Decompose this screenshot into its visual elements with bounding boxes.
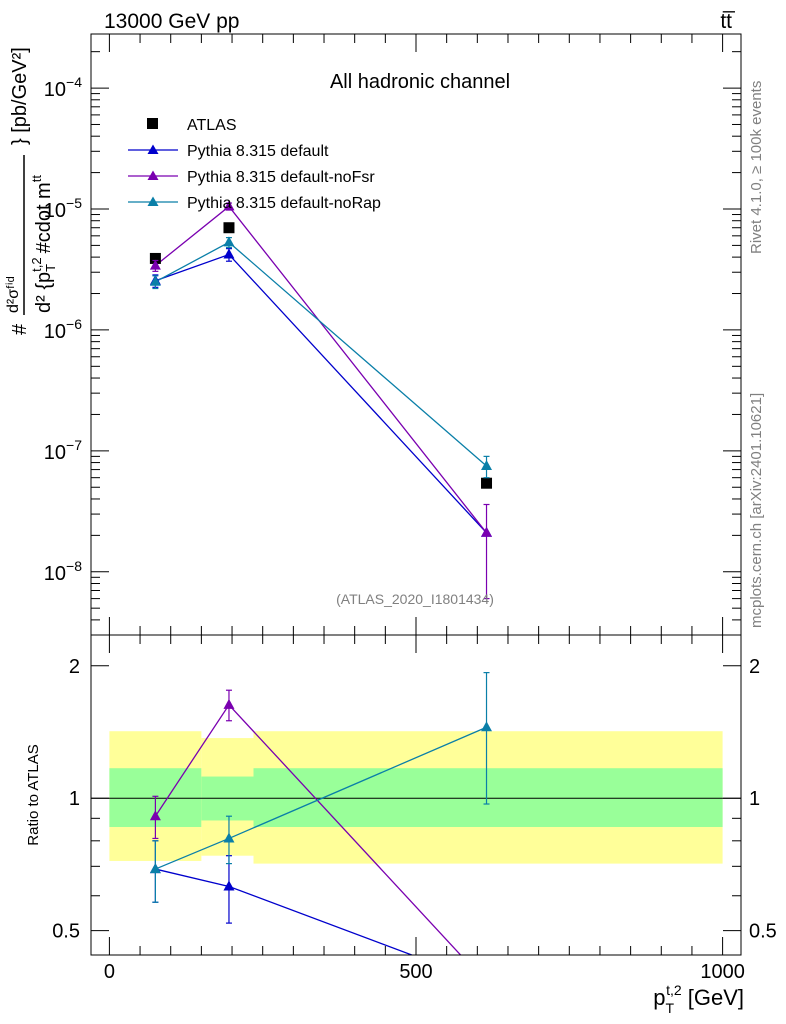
mcplots-label: mcplots.cern.ch [arXiv:2401.10621]: [748, 393, 765, 628]
x-tick-label: 0: [104, 961, 115, 983]
y-label-denominator: d² {pTt,2#cdot mtt: [29, 175, 58, 313]
ratio-line-default: [155, 868, 414, 955]
y-label-numerator: d²σᶠⁱᵈ: [5, 276, 22, 313]
ratio-y-tick-label-right: 0.5: [749, 921, 777, 943]
ratio-y-tick-label-left: 0.5: [52, 921, 80, 943]
legend-label-norap: Pythia 8.315 default-noRap: [187, 195, 381, 212]
main-panel-content: [149, 200, 493, 600]
legend-marker-nofsr: [147, 170, 159, 180]
chart-title: All hadronic channel: [330, 71, 510, 93]
series-line-default: [155, 253, 487, 534]
process-label: tt̅: [720, 10, 736, 33]
collision-label: 13000 GeV pp: [104, 10, 239, 33]
x-tick-label: 500: [399, 961, 432, 983]
legend-label-atlas: ATLAS: [187, 117, 237, 134]
x-axis-label: pTt,2 [GeV]: [653, 982, 744, 1016]
y-label-unit: } [pb/GeV²]: [9, 47, 31, 145]
data-point-atlas: [149, 252, 161, 264]
ratio-point-nofsr: [223, 698, 235, 709]
main-panel-axes: 10−8 10−7 10−6 10−5 10−4: [44, 34, 741, 636]
ratio-panel-axes: 0.5 0.5 1 1 2 2 0 500 1000: [52, 635, 777, 983]
data-point-nofsr: [149, 259, 161, 270]
ratio-y-tick-label-left: 2: [69, 656, 80, 678]
data-point-nofsr: [481, 526, 493, 537]
rivet-version-label: Rivet 4.1.0, ≥ 100k events: [748, 81, 765, 254]
y-tick-label: 10−6: [44, 316, 82, 343]
ratio-point-default: [223, 880, 235, 891]
y-tick-label: 10−4: [44, 74, 82, 101]
legend: ATLAS Pythia 8.315 default Pythia 8.315 …: [128, 117, 381, 212]
legend-marker-default: [147, 144, 159, 154]
ratio-series-group: [149, 672, 493, 955]
uncertainty-band-stat: [253, 768, 723, 828]
y-tick-label: 10−8: [44, 558, 82, 585]
legend-label-default: Pythia 8.315 default: [187, 143, 329, 160]
y-tick-label: 10−7: [44, 437, 82, 464]
y-label-hash: #: [9, 323, 31, 335]
data-point-atlas: [223, 222, 235, 234]
ratio-y-tick-label-right: 2: [749, 656, 760, 678]
ratio-point-norap: [481, 721, 493, 732]
ratio-point-norap: [223, 832, 235, 843]
data-point-norap: [223, 236, 235, 247]
ratio-y-axis-label: Ratio to ATLAS: [25, 744, 42, 845]
y-tick-label: 10−5: [44, 195, 82, 222]
main-y-axis-label: # d²σᶠⁱᵈ d² {pTt,2#cdot mtt } [pb/GeV²]: [5, 47, 58, 335]
ratio-y-tick-label-right: 1: [749, 788, 760, 810]
legend-marker-atlas: [147, 118, 158, 129]
data-point-nofsr: [223, 200, 235, 211]
ratio-point-nofsr: [149, 810, 161, 821]
ratio-point-norap: [149, 863, 161, 874]
ratio-y-tick-label-left: 1: [69, 788, 80, 810]
data-point-norap: [481, 459, 493, 470]
x-tick-label: 1000: [700, 961, 745, 983]
ratio-panel-content: [91, 672, 741, 955]
analysis-watermark: (ATLAS_2020_I1801434): [336, 591, 494, 607]
data-point-norap: [149, 275, 161, 286]
legend-marker-norap: [147, 196, 159, 206]
data-point-atlas: [481, 477, 493, 489]
legend-label-nofsr: Pythia 8.315 default-noFsr: [187, 169, 375, 186]
data-point-default: [223, 248, 235, 259]
